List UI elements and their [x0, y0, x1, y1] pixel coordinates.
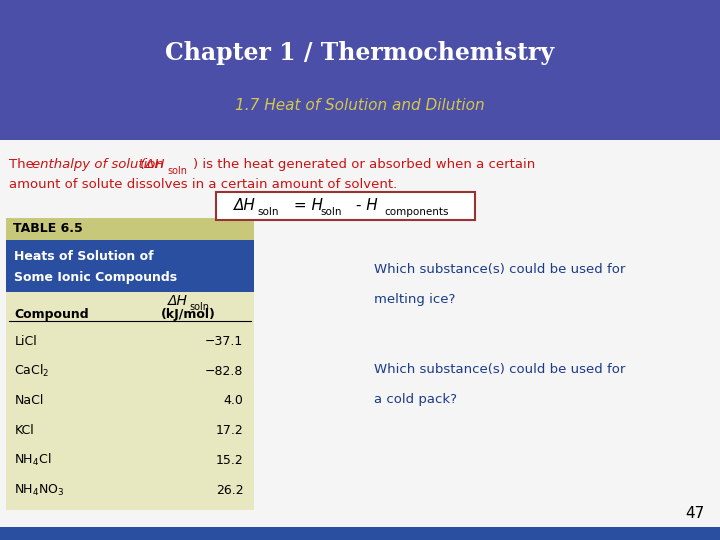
Text: NH$_4$Cl: NH$_4$Cl [14, 453, 52, 468]
Text: ΔH: ΔH [168, 294, 188, 308]
Text: (ΔH: (ΔH [136, 158, 165, 171]
Bar [0, 140, 720, 526]
Text: - H: - H [351, 198, 378, 213]
Text: soln: soln [189, 302, 210, 312]
Text: enthalpy of solution: enthalpy of solution [32, 158, 163, 171]
Text: NaCl: NaCl [14, 394, 44, 408]
Text: NH$_4$NO$_3$: NH$_4$NO$_3$ [14, 483, 65, 497]
Text: 4.0: 4.0 [223, 394, 243, 408]
Text: Heats of Solution of: Heats of Solution of [14, 250, 154, 263]
Text: 26.2: 26.2 [216, 483, 243, 497]
Text: melting ice?: melting ice? [374, 293, 456, 306]
Text: 17.2: 17.2 [215, 424, 243, 437]
Text: (kJ/mol): (kJ/mol) [161, 308, 215, 321]
Text: a cold pack?: a cold pack? [374, 393, 457, 406]
Text: Chapter 1 / Thermochemistry: Chapter 1 / Thermochemistry [166, 42, 554, 65]
Text: The: The [9, 158, 37, 171]
Text: −82.8: −82.8 [205, 364, 243, 378]
Text: 47: 47 [685, 505, 704, 521]
Text: CaCl$_2$: CaCl$_2$ [14, 363, 50, 379]
Text: LiCl: LiCl [14, 335, 37, 348]
Text: soln: soln [167, 166, 187, 176]
Text: TABLE 6.5: TABLE 6.5 [13, 222, 83, 235]
Bar [216, 192, 475, 220]
Text: KCl: KCl [14, 424, 34, 437]
Text: Some Ionic Compounds: Some Ionic Compounds [14, 271, 178, 284]
Text: components: components [384, 207, 449, 217]
Bar [0, 526, 720, 540]
Text: 1.7 Heat of Solution and Dilution: 1.7 Heat of Solution and Dilution [235, 98, 485, 113]
Text: Compound: Compound [14, 308, 89, 321]
Text: = H: = H [289, 198, 323, 213]
Text: amount of solute dissolves in a certain amount of solvent.: amount of solute dissolves in a certain … [9, 178, 397, 191]
Bar [6, 292, 254, 510]
Text: 15.2: 15.2 [215, 454, 243, 467]
Bar [6, 240, 254, 292]
Text: −37.1: −37.1 [205, 335, 243, 348]
Text: soln: soln [320, 207, 342, 217]
Text: soln: soln [258, 207, 279, 217]
Bar [6, 218, 254, 240]
Text: Which substance(s) could be used for: Which substance(s) could be used for [374, 264, 626, 276]
Text: Which substance(s) could be used for: Which substance(s) could be used for [374, 363, 626, 376]
Bar [0, 0, 720, 140]
Text: ) is the heat generated or absorbed when a certain: ) is the heat generated or absorbed when… [193, 158, 535, 171]
Text: ΔH: ΔH [234, 198, 256, 213]
